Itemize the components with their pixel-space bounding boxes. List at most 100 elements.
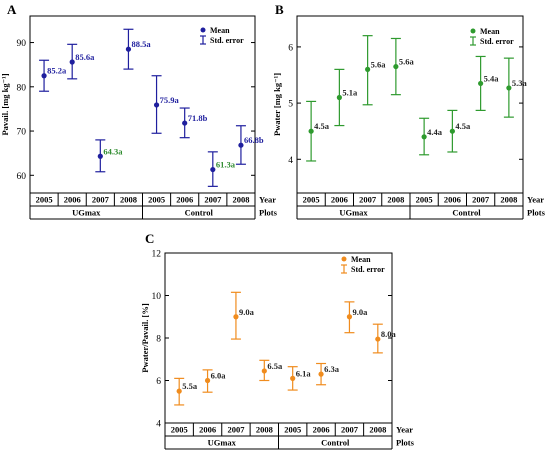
data-label: 6.0a: [211, 371, 227, 381]
group-label: Control: [321, 438, 350, 448]
mean-point: [153, 102, 160, 108]
data-label: 4.5a: [455, 121, 471, 131]
mean-point: [506, 85, 512, 91]
year-label: 2006: [331, 195, 348, 205]
year-row-label: Year: [259, 195, 276, 205]
year-row-label: Year: [396, 425, 413, 435]
data-label: 9.0a: [239, 307, 255, 317]
y-tick-label: 90: [17, 39, 27, 49]
panel-letter: A: [7, 2, 17, 17]
data-label: 5.1a: [342, 87, 358, 97]
data-label: 85.6a: [75, 52, 95, 62]
data-label: 5.3a: [512, 78, 528, 88]
y-tick-label: 80: [17, 83, 27, 93]
panel-letter: B: [275, 2, 284, 17]
year-label: 2007: [472, 195, 490, 205]
mean-point: [449, 128, 455, 134]
mean-point: [346, 314, 353, 320]
data-label: 4.4a: [427, 127, 443, 137]
chart-panel-c: C 4 6 8 10 12 Pwater/Pavail. [%] 2005 2006 2007 20…: [140, 231, 415, 450]
data-label: 6.3a: [324, 364, 340, 374]
year-label: 2006: [444, 195, 461, 205]
y-tick-label: 10: [152, 292, 162, 302]
y-tick-label: 5: [288, 100, 293, 110]
y-axis-label: Pwater [mg kg⁻¹]: [272, 73, 282, 136]
year-label: 2008: [120, 195, 137, 205]
mean-point: [176, 388, 182, 394]
data-label: 88.5a: [131, 39, 151, 49]
year-label: 2007: [341, 425, 359, 435]
year-label: 2008: [387, 195, 404, 205]
mean-point: [204, 377, 211, 384]
legend-mean-label: Mean: [351, 255, 371, 264]
y-tick-label: 12: [152, 250, 162, 260]
y-axis-label: Pavail. [mg kg⁻¹]: [0, 73, 10, 135]
y-tick-label: 4: [288, 156, 293, 166]
y-tick-label: 70: [17, 128, 27, 138]
data-label: 5.5a: [182, 381, 198, 391]
legend-mean-marker: [470, 28, 476, 34]
year-label: 2006: [313, 425, 330, 435]
mean-point: [375, 336, 381, 342]
data-label: 5.6a: [399, 57, 415, 67]
mean-point: [238, 142, 244, 148]
legend-mean-label: Mean: [480, 27, 500, 36]
year-label: 2008: [369, 425, 386, 435]
y-tick-label: 4: [156, 420, 161, 430]
plots-row-label: Plots: [396, 438, 415, 448]
data-label: 64.3a: [103, 146, 123, 156]
year-label: 2008: [256, 425, 273, 435]
mean-point: [421, 134, 427, 140]
plots-row-label: Plots: [527, 208, 546, 218]
year-label: 2007: [204, 195, 222, 205]
y-tick-label: 8: [156, 335, 161, 345]
legend-mean-marker: [200, 27, 206, 33]
mean-point: [336, 94, 342, 101]
legend-mean-marker: [341, 256, 347, 262]
mean-point: [125, 46, 132, 52]
mean-point: [210, 166, 216, 173]
data-label: 5.6a: [371, 59, 387, 69]
group-label: UGmax: [72, 208, 101, 218]
chart-panel-b: B 4 5 6 Pwater [mg kg⁻¹] 2005 2006 2007 2008 2005…: [272, 2, 546, 220]
plots-row-label: Plots: [259, 208, 278, 218]
data-label: 71.8b: [188, 113, 208, 123]
mean-point: [41, 73, 47, 79]
mean-point: [393, 63, 399, 70]
year-label: 2005: [284, 425, 301, 435]
mean-point: [308, 128, 314, 134]
mean-point: [478, 80, 484, 87]
year-label: 2006: [64, 195, 81, 205]
year-label: 2006: [176, 195, 193, 205]
y-tick-label: 6: [288, 43, 293, 53]
mean-point: [97, 153, 103, 159]
mean-point: [290, 375, 296, 381]
year-label: 2007: [227, 425, 245, 435]
data-label: 5.4a: [484, 73, 500, 83]
mean-point: [318, 371, 324, 377]
year-label: 2005: [303, 195, 320, 205]
data-label: 85.2a: [47, 66, 67, 76]
year-label: 2006: [199, 425, 216, 435]
y-tick-label: 6: [156, 377, 161, 387]
data-label: 4.5a: [314, 121, 330, 131]
data-label: 66.8b: [244, 135, 264, 145]
year-label: 2005: [148, 195, 165, 205]
legend-error-label: Std. error: [351, 265, 385, 274]
data-label: 6.1a: [296, 368, 312, 378]
y-axis-label: Pwater/Pavail. [%]: [140, 303, 150, 373]
mean-point: [69, 59, 75, 65]
chart-panel-a: A 60 70 80 90 Pavail. [mg kg⁻¹] 2005 2006 2007 20…: [0, 2, 278, 220]
data-label: 8.0a: [381, 329, 397, 339]
year-label: 2007: [92, 195, 110, 205]
year-label: 2005: [36, 195, 53, 205]
mean-point: [261, 368, 267, 374]
group-label: UGmax: [339, 208, 368, 218]
data-label: 61.3a: [216, 160, 236, 170]
mean-point: [365, 66, 371, 72]
year-label: 2005: [416, 195, 433, 205]
plot-frame: [164, 252, 393, 424]
data-label: 75.9a: [160, 95, 180, 105]
mean-point: [233, 314, 239, 320]
year-label: 2008: [500, 195, 517, 205]
